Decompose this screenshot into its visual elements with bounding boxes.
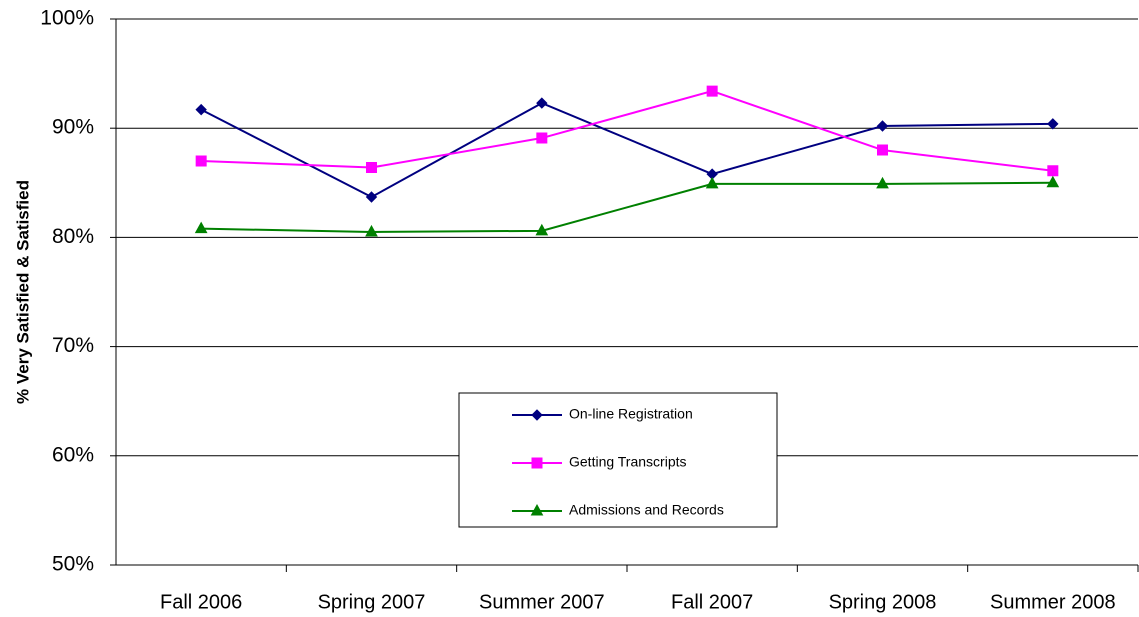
x-tick-label: Spring 2008 [829,591,937,613]
series-line [201,90,1053,172]
legend-label: Getting Transcripts [569,454,687,470]
data-point [876,176,889,189]
legend-marker [531,457,543,469]
x-tick-label: Fall 2006 [160,591,242,613]
data-point [536,97,548,109]
x-tick-label: Fall 2007 [671,591,753,613]
y-axis-label: % Very Satisfied & Satisfied [13,180,32,404]
data-point [365,191,378,203]
data-point [1047,165,1059,177]
data-point [535,223,549,236]
data-point [1046,175,1060,188]
data-point [195,155,207,167]
data-point [366,162,377,174]
data-point [1047,118,1059,130]
data-point [706,85,718,97]
legend-label: On-line Registration [569,406,693,422]
x-tick-label: Spring 2007 [318,591,426,613]
y-tick-label: 90% [52,116,94,139]
legend-marker [530,503,544,516]
data-point [194,221,208,234]
series-line [200,101,1053,199]
y-tick-label: 80% [52,225,94,248]
legend-label: Admissions and Records [569,502,724,518]
series-line [201,181,1053,233]
y-tick-label: 60% [52,443,94,466]
y-tick-label: 50% [52,553,94,576]
y-tick-label: 70% [52,334,94,357]
x-tick-label: Summer 2008 [990,591,1116,613]
legend-marker [531,409,543,421]
data-point [877,144,888,156]
data-point [876,120,889,132]
x-tick-label: Summer 2007 [479,591,605,613]
data-point [195,103,207,116]
data-point [705,176,719,189]
data-point [365,224,378,237]
y-tick-label: 100% [40,7,94,30]
data-point [536,132,548,144]
